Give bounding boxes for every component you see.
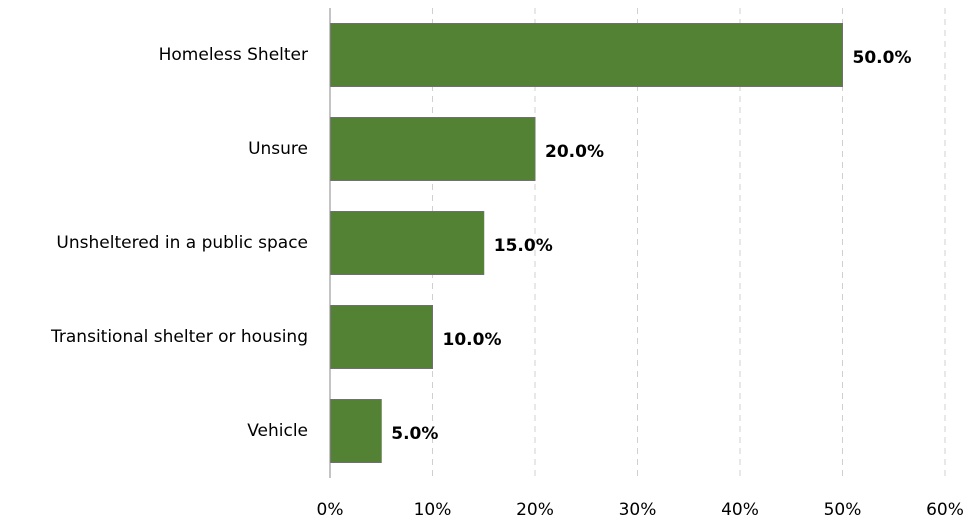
value-label: 50.0% [853,48,912,68]
y-tick-label: Vehicle [247,421,308,441]
x-tick-label: 20% [516,500,554,520]
bar [329,399,382,463]
bar [329,211,485,275]
y-tick-label: Homeless Shelter [159,45,308,65]
value-label: 10.0% [443,330,502,350]
bar [329,117,536,181]
x-tick-label: 60% [926,500,964,520]
x-tick-label: 40% [721,500,759,520]
y-tick-label: Unsheltered in a public space [56,233,308,253]
x-tick-label: 10% [414,500,452,520]
x-tick-label: 30% [619,500,657,520]
value-label: 20.0% [545,142,604,162]
x-tick-label: 0% [317,500,344,520]
y-tick-label: Unsure [248,139,308,159]
bar [329,23,843,87]
value-label: 5.0% [391,424,438,444]
x-tick-label: 50% [824,500,862,520]
bar [329,305,433,369]
y-tick-label: Transitional shelter or housing [50,327,308,347]
value-label: 15.0% [494,236,553,256]
